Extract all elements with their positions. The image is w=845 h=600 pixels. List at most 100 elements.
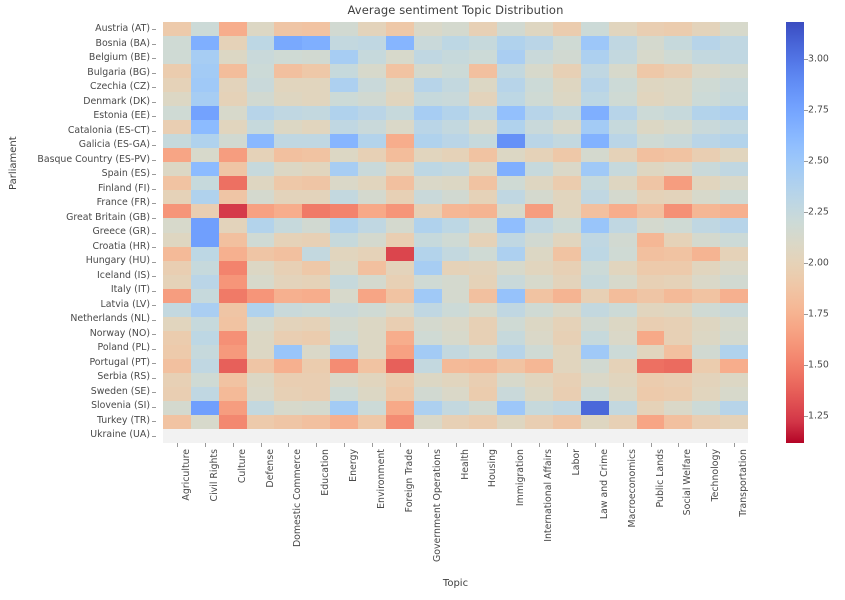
heatmap-cell: [274, 50, 303, 65]
heatmap-cell: [497, 162, 526, 177]
heatmap-cell: [580, 274, 609, 289]
heatmap-cell: [720, 372, 748, 387]
heatmap-cell: [302, 386, 331, 401]
heatmap-cell: [385, 232, 414, 247]
heatmap-cell: [720, 316, 748, 331]
heatmap-cell: [274, 148, 303, 163]
colorbar-tick-label: 2.00: [808, 257, 829, 269]
heatmap-cell: [553, 190, 581, 205]
heatmap-cell: [358, 134, 386, 149]
heatmap-cell: [553, 148, 581, 163]
heatmap-cell: [469, 204, 498, 219]
heatmap-cell: [469, 274, 498, 289]
heatmap-cell: [190, 148, 219, 163]
y-tick-label: Spain (ES): [101, 168, 150, 180]
heatmap-cell: [692, 162, 721, 177]
heatmap-cell: [358, 414, 386, 429]
x-tick-label: Housing: [487, 449, 499, 488]
heatmap-cell: [358, 386, 386, 401]
heatmap-cell: [636, 288, 665, 303]
heatmap-cell: [720, 134, 748, 149]
heatmap-cell: [385, 148, 414, 163]
heatmap-cell: [664, 22, 693, 37]
heatmap-cell: [274, 92, 303, 107]
heatmap-cell: [720, 162, 748, 177]
x-tick-mark: [176, 443, 178, 447]
heatmap-cell: [608, 246, 637, 261]
heatmap-cell: [385, 246, 414, 261]
heatmap-cell: [525, 64, 553, 79]
heatmap-cell: [469, 218, 498, 233]
heatmap-cell: [553, 22, 581, 37]
heatmap-cell: [413, 260, 442, 275]
heatmap-cell: [246, 246, 275, 261]
x-tick-mark: [344, 443, 346, 447]
heatmap-cell: [246, 316, 275, 331]
heatmap-cell: [497, 344, 526, 359]
y-tick-mark: [152, 435, 156, 437]
y-tick-label: Turkey (TR): [96, 414, 150, 426]
heatmap-cell: [385, 190, 414, 205]
heatmap-cell: [163, 120, 191, 135]
heatmap-cell: [692, 288, 721, 303]
heatmap-cell: [497, 414, 526, 429]
heatmap-cell: [636, 64, 665, 79]
heatmap-cell: [330, 246, 358, 261]
heatmap-cell: [190, 246, 219, 261]
y-tick-label: Basque Country (ES-PV): [37, 153, 150, 165]
heatmap-cell: [636, 162, 665, 177]
heatmap-cell: [413, 330, 442, 345]
heatmap-cell: [190, 134, 219, 149]
heatmap-cell: [636, 134, 665, 149]
heatmap-cell: [163, 50, 191, 65]
heatmap-cell: [274, 106, 303, 121]
heatmap-cell: [636, 232, 665, 247]
heatmap-cell: [553, 386, 581, 401]
heatmap-cell: [664, 50, 693, 65]
heatmap-cell: [664, 232, 693, 247]
heatmap-cell: [580, 232, 609, 247]
heatmap-cell: [330, 330, 358, 345]
heatmap-cell: [274, 344, 303, 359]
heatmap-cell: [163, 190, 191, 205]
heatmap-cell: [580, 148, 609, 163]
heatmap-cell: [163, 400, 191, 415]
heatmap-cell: [525, 190, 553, 205]
heatmap-cell: [525, 120, 553, 135]
heatmap-cell: [636, 148, 665, 163]
heatmap-cell: [330, 302, 358, 317]
heatmap-cell: [720, 344, 748, 359]
y-tick-mark: [152, 159, 156, 161]
heatmap-cell: [302, 260, 331, 275]
heatmap-cell: [664, 162, 693, 177]
heatmap-cell: [525, 330, 553, 345]
heatmap-cell: [608, 372, 637, 387]
heatmap-cell: [580, 50, 609, 65]
heatmap-cell: [413, 162, 442, 177]
heatmap-cell: [525, 344, 553, 359]
heatmap-cell: [469, 64, 498, 79]
heatmap-cell: [720, 204, 748, 219]
heatmap-cell: [302, 22, 331, 37]
heatmap-cell: [636, 344, 665, 359]
heatmap-cell: [553, 120, 581, 135]
heatmap-cell: [441, 246, 470, 261]
colorbar-tick-label: 1.50: [808, 359, 829, 371]
heatmap-cell: [246, 162, 275, 177]
heatmap-cell: [413, 414, 442, 429]
heatmap-cell: [218, 386, 247, 401]
heatmap-cell: [302, 246, 331, 261]
heatmap-cell: [163, 36, 191, 51]
heatmap-cell: [330, 78, 358, 93]
heatmap-cell: [692, 64, 721, 79]
heatmap-cell: [385, 120, 414, 135]
heatmap-cell: [441, 386, 470, 401]
heatmap-cell: [608, 22, 637, 37]
heatmap-cell: [525, 246, 553, 261]
heatmap-cell: [218, 260, 247, 275]
heatmap-cell: [664, 148, 693, 163]
heatmap-cell: [664, 274, 693, 289]
heatmap-cell: [385, 260, 414, 275]
x-tick-mark: [678, 443, 680, 447]
heatmap-cell: [497, 400, 526, 415]
